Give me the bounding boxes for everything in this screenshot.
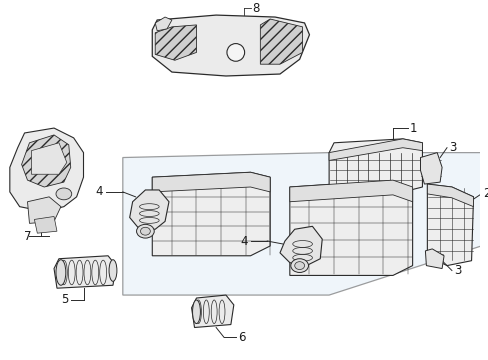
Polygon shape — [129, 190, 169, 229]
Polygon shape — [427, 184, 472, 266]
Polygon shape — [152, 172, 269, 256]
Text: 4: 4 — [96, 185, 103, 198]
Text: 2: 2 — [482, 188, 488, 201]
Ellipse shape — [56, 260, 66, 285]
Ellipse shape — [290, 259, 308, 273]
Text: 7: 7 — [24, 230, 31, 243]
Polygon shape — [27, 197, 61, 223]
Ellipse shape — [136, 224, 154, 238]
Polygon shape — [152, 15, 309, 76]
Polygon shape — [31, 143, 67, 174]
Polygon shape — [289, 180, 412, 202]
Polygon shape — [427, 184, 472, 207]
Polygon shape — [328, 139, 422, 192]
Text: 1: 1 — [409, 122, 416, 135]
Polygon shape — [289, 180, 412, 275]
Text: 4: 4 — [240, 235, 247, 248]
Polygon shape — [191, 295, 233, 328]
Polygon shape — [260, 19, 302, 64]
Ellipse shape — [109, 260, 117, 281]
Ellipse shape — [226, 44, 244, 61]
Polygon shape — [425, 249, 443, 269]
Polygon shape — [420, 153, 441, 184]
Polygon shape — [10, 128, 83, 212]
Polygon shape — [122, 153, 480, 295]
Text: 8: 8 — [252, 2, 259, 15]
Polygon shape — [155, 25, 196, 60]
Ellipse shape — [140, 227, 150, 235]
Polygon shape — [328, 139, 422, 161]
Polygon shape — [155, 17, 172, 31]
Text: 3: 3 — [453, 264, 460, 277]
Polygon shape — [34, 216, 57, 233]
Polygon shape — [21, 135, 71, 187]
Text: 3: 3 — [448, 141, 455, 154]
Ellipse shape — [56, 188, 72, 200]
Polygon shape — [152, 172, 269, 192]
Polygon shape — [54, 256, 116, 288]
Ellipse shape — [192, 300, 200, 324]
Text: 6: 6 — [237, 331, 245, 344]
Text: 5: 5 — [61, 293, 69, 306]
Polygon shape — [280, 226, 322, 266]
Ellipse shape — [294, 262, 304, 270]
